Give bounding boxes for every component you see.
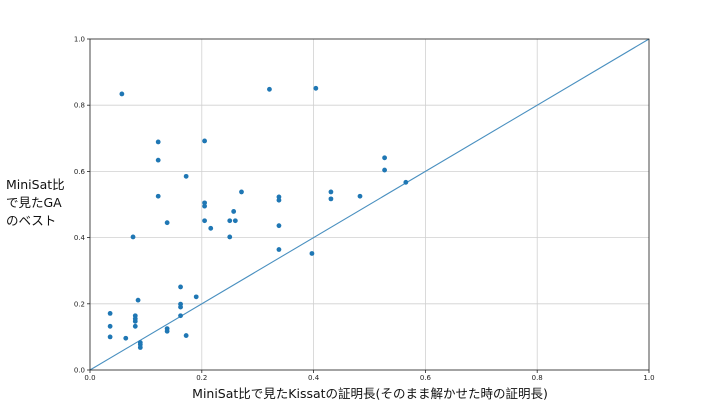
data-point xyxy=(107,323,113,329)
data-point xyxy=(276,194,282,200)
plot-frame xyxy=(89,38,650,371)
x-axis-label: MiniSat比で見たKissatの証明長(そのまま解かせた時の証明長) xyxy=(192,386,548,401)
data-point xyxy=(313,85,319,91)
data-point xyxy=(164,328,170,334)
data-point xyxy=(403,179,409,185)
data-point xyxy=(164,220,170,226)
x-tick-label: 0.4 xyxy=(308,374,320,382)
data-point xyxy=(107,310,113,316)
data-point xyxy=(107,334,113,340)
data-point xyxy=(202,218,207,224)
data-point xyxy=(328,196,334,202)
data-point xyxy=(276,223,282,229)
data-points xyxy=(107,85,409,350)
y-tick-label: 0.4 xyxy=(74,234,86,242)
reference-diagonal-line xyxy=(89,38,650,371)
data-point xyxy=(202,200,207,206)
data-point xyxy=(227,234,233,240)
data-point xyxy=(132,323,138,329)
x-tick-label: 0.2 xyxy=(196,374,207,382)
y-tick-label: 0.8 xyxy=(74,102,85,110)
y-tick-label: 1.0 xyxy=(74,36,85,44)
data-point xyxy=(123,335,129,341)
data-point xyxy=(130,234,136,240)
data-point xyxy=(155,193,161,199)
data-point xyxy=(328,189,334,195)
data-point xyxy=(227,218,233,224)
data-point xyxy=(178,313,183,319)
data-point xyxy=(137,345,143,350)
x-axis-ticks: 0.0 0.2 0.4 0.6 0.8 1.0 xyxy=(84,370,655,382)
data-point xyxy=(232,218,238,224)
data-point xyxy=(202,138,207,144)
data-point xyxy=(382,155,387,161)
x-tick-label: 0.8 xyxy=(532,374,543,382)
data-point xyxy=(178,284,183,290)
data-point xyxy=(276,247,282,252)
x-tick-label: 0.6 xyxy=(420,374,432,382)
data-point xyxy=(132,318,138,324)
data-point xyxy=(382,167,387,173)
data-point xyxy=(208,225,214,231)
x-tick-label: 0.0 xyxy=(84,374,95,382)
data-point xyxy=(309,251,315,256)
data-point xyxy=(202,203,207,209)
data-point xyxy=(357,193,363,199)
y-axis-label: MiniSat比 で見たGA のベスト xyxy=(6,177,65,228)
y-tick-label: 0.2 xyxy=(74,300,85,308)
data-point xyxy=(267,86,272,92)
y-tick-label: 0.0 xyxy=(74,367,85,375)
y-tick-label: 0.6 xyxy=(74,168,86,176)
data-point xyxy=(231,209,237,214)
data-point xyxy=(276,197,282,203)
data-point xyxy=(155,157,161,163)
x-tick-label: 1.0 xyxy=(643,374,654,382)
data-point xyxy=(119,91,125,97)
y-axis-ticks: 0.0 0.2 0.4 0.6 0.8 1.0 xyxy=(74,36,90,375)
data-point xyxy=(155,139,161,145)
data-point xyxy=(183,333,189,338)
data-point xyxy=(239,189,244,195)
data-point xyxy=(178,304,183,310)
data-point xyxy=(135,297,141,303)
data-point xyxy=(193,294,199,300)
data-point xyxy=(183,173,189,179)
